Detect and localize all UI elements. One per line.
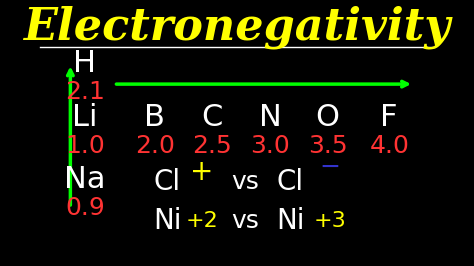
Text: Electronegativity: Electronegativity [23,6,451,49]
Text: Na: Na [64,165,106,194]
Text: H: H [73,49,96,78]
Text: Ni: Ni [276,207,305,235]
Text: −: − [319,155,340,179]
Text: Ni: Ni [153,207,181,235]
Text: +3: +3 [313,211,346,231]
Text: 4.0: 4.0 [369,134,409,158]
Text: C: C [201,103,223,132]
Text: N: N [258,103,281,132]
Text: O: O [316,103,339,132]
Text: +2: +2 [186,211,219,231]
Text: vs: vs [231,209,259,233]
Text: Cl: Cl [154,168,181,196]
Text: Li: Li [72,103,98,132]
Text: 0.9: 0.9 [65,196,105,220]
Text: B: B [144,103,165,132]
Text: 2.1: 2.1 [65,80,105,104]
Text: 3.0: 3.0 [250,134,290,158]
Text: vs: vs [231,170,259,194]
Text: 1.0: 1.0 [65,134,105,158]
Text: 3.5: 3.5 [308,134,347,158]
Text: 2.0: 2.0 [135,134,174,158]
Text: F: F [381,103,398,132]
Text: 2.5: 2.5 [192,134,232,158]
Text: Cl: Cl [277,168,304,196]
Text: +: + [191,158,214,186]
